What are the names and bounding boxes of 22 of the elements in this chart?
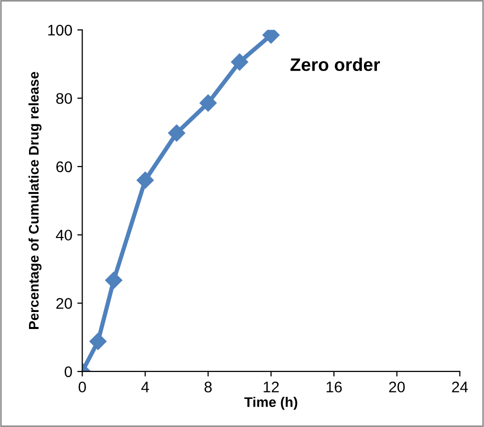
x-tick-label: 12 [264, 382, 279, 392]
y-tick-label: 0 [64, 366, 72, 378]
x-tick-label: 8 [204, 382, 212, 392]
point [168, 124, 186, 142]
y-tick-label: 20 [56, 298, 72, 309]
y-axis-title: Percentage of Cumulatice Drug release [28, 72, 42, 330]
y-tick-label: 40 [56, 230, 72, 241]
point [231, 53, 248, 71]
point [200, 94, 217, 112]
point [136, 172, 154, 189]
x-axis-title: Time (h) [244, 396, 298, 410]
y-tick-label: 60 [56, 161, 72, 172]
x-tick-label: 24 [452, 382, 468, 392]
point [105, 272, 122, 289]
point [89, 332, 107, 350]
x-tick-label: 16 [326, 382, 342, 392]
annotation: Zero order [290, 58, 380, 72]
y-tick-label: 80 [56, 93, 72, 104]
y-tick-label: 100 [48, 24, 72, 36]
x-tick-label: 4 [141, 382, 149, 392]
x-tick-label: 20 [389, 382, 405, 392]
x-tick-label: 0 [78, 382, 86, 392]
